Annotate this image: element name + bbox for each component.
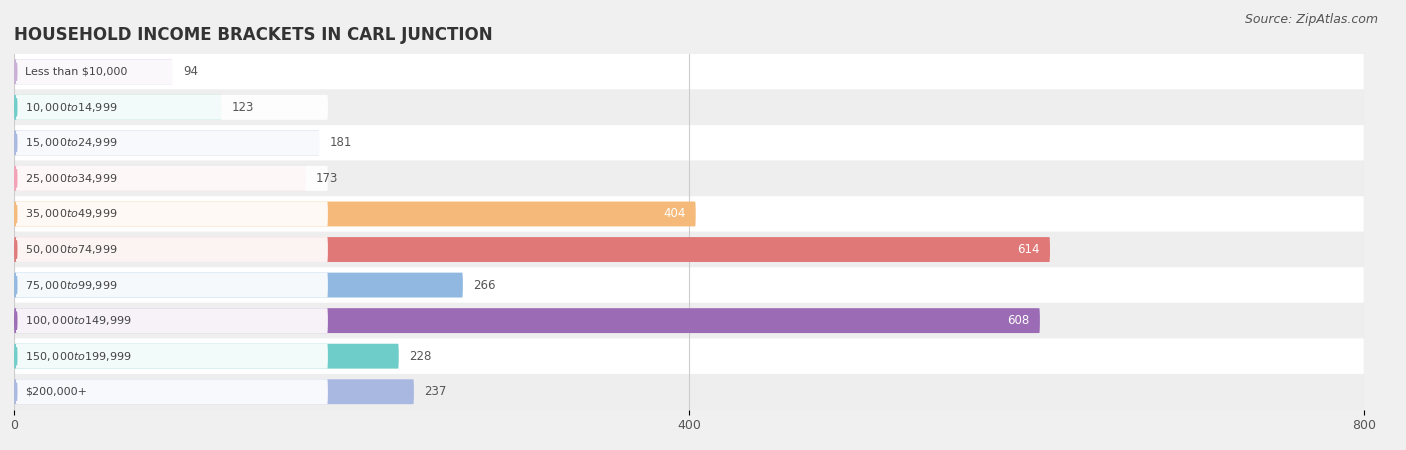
FancyBboxPatch shape	[14, 374, 1364, 410]
Text: $35,000 to $49,999: $35,000 to $49,999	[25, 207, 118, 220]
Text: $25,000 to $34,999: $25,000 to $34,999	[25, 172, 118, 185]
Text: 404: 404	[664, 207, 686, 220]
Text: 614: 614	[1018, 243, 1040, 256]
Text: $15,000 to $24,999: $15,000 to $24,999	[25, 136, 118, 149]
FancyBboxPatch shape	[15, 202, 328, 226]
Text: 608: 608	[1008, 314, 1029, 327]
Text: $75,000 to $99,999: $75,000 to $99,999	[25, 279, 118, 292]
FancyBboxPatch shape	[14, 303, 1364, 338]
Text: 123: 123	[232, 101, 254, 114]
Text: $50,000 to $74,999: $50,000 to $74,999	[25, 243, 118, 256]
FancyBboxPatch shape	[15, 130, 328, 155]
Text: 228: 228	[409, 350, 432, 363]
Text: $100,000 to $149,999: $100,000 to $149,999	[25, 314, 132, 327]
FancyBboxPatch shape	[14, 237, 1050, 262]
FancyBboxPatch shape	[14, 338, 1364, 374]
FancyBboxPatch shape	[14, 95, 222, 120]
FancyBboxPatch shape	[14, 202, 696, 226]
FancyBboxPatch shape	[14, 232, 1364, 267]
Text: HOUSEHOLD INCOME BRACKETS IN CARL JUNCTION: HOUSEHOLD INCOME BRACKETS IN CARL JUNCTI…	[14, 26, 492, 44]
FancyBboxPatch shape	[14, 196, 1364, 232]
FancyBboxPatch shape	[14, 59, 173, 84]
Text: $10,000 to $14,999: $10,000 to $14,999	[25, 101, 118, 114]
FancyBboxPatch shape	[14, 161, 1364, 196]
Text: Less than $10,000: Less than $10,000	[25, 67, 128, 77]
FancyBboxPatch shape	[15, 237, 328, 262]
FancyBboxPatch shape	[14, 267, 1364, 303]
Text: 266: 266	[472, 279, 495, 292]
Text: 173: 173	[316, 172, 339, 185]
FancyBboxPatch shape	[15, 344, 328, 369]
Text: $150,000 to $199,999: $150,000 to $199,999	[25, 350, 132, 363]
Text: Source: ZipAtlas.com: Source: ZipAtlas.com	[1244, 14, 1378, 27]
Text: 94: 94	[183, 65, 198, 78]
Text: 237: 237	[425, 385, 447, 398]
FancyBboxPatch shape	[14, 90, 1364, 125]
FancyBboxPatch shape	[15, 166, 328, 191]
FancyBboxPatch shape	[14, 125, 1364, 161]
FancyBboxPatch shape	[15, 308, 328, 333]
FancyBboxPatch shape	[15, 59, 328, 84]
Text: $200,000+: $200,000+	[25, 387, 87, 397]
FancyBboxPatch shape	[15, 95, 328, 120]
FancyBboxPatch shape	[15, 273, 328, 297]
FancyBboxPatch shape	[14, 130, 319, 155]
FancyBboxPatch shape	[14, 344, 399, 369]
Text: 181: 181	[329, 136, 352, 149]
FancyBboxPatch shape	[14, 273, 463, 297]
FancyBboxPatch shape	[14, 54, 1364, 90]
FancyBboxPatch shape	[14, 166, 307, 191]
FancyBboxPatch shape	[15, 379, 328, 404]
FancyBboxPatch shape	[14, 308, 1040, 333]
FancyBboxPatch shape	[14, 379, 413, 404]
